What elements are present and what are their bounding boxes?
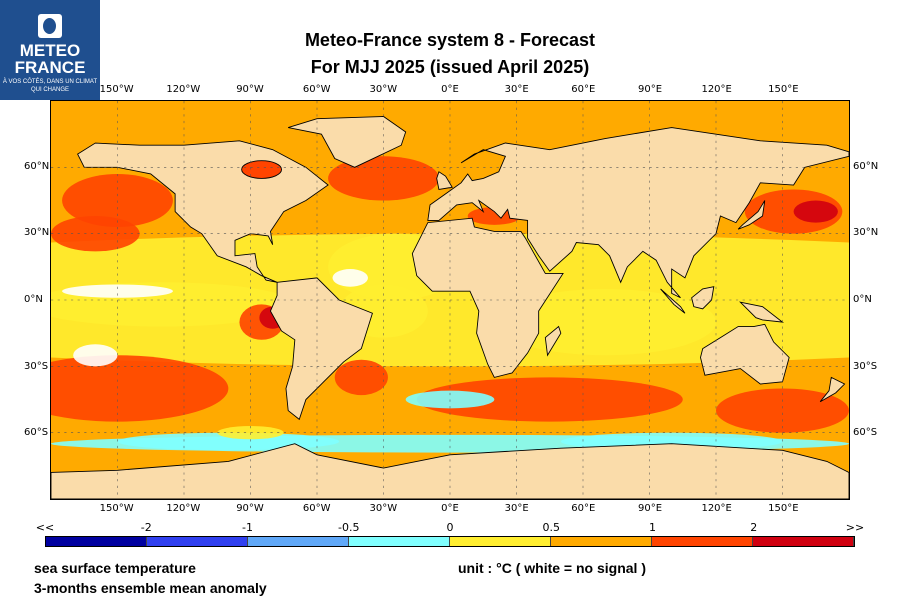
lon-label-top: 90°E (637, 84, 663, 95)
lat-label-left: 0°N (24, 294, 43, 305)
colorbar-segment (450, 537, 551, 546)
hudson-bay (241, 160, 282, 179)
lon-label-top: 30°W (369, 84, 398, 95)
colorbar-label: -1 (242, 521, 253, 534)
lon-label-top: 0°E (441, 84, 459, 95)
logo-icon (38, 14, 62, 38)
colorbar-label: 1 (649, 521, 656, 534)
land-eurasia (427, 127, 849, 299)
anomaly-patch (467, 207, 521, 225)
anomaly-patch (416, 377, 683, 422)
land-sumatra (660, 288, 686, 314)
lon-label-bottom: 150°E (768, 503, 799, 514)
lon-label-bottom: 60°W (302, 503, 331, 514)
lon-label-bottom: 0°E (441, 503, 459, 514)
lat-label-left: 30°N (24, 227, 50, 239)
land-new-zealand (819, 376, 846, 403)
land-australia (700, 323, 790, 385)
lat-label-left: 60°N (24, 160, 50, 172)
colorbar-label: -0.5 (338, 521, 360, 534)
lat-label-right: 60°N (853, 160, 879, 172)
colorbar-segment (349, 537, 450, 546)
lon-label-bottom: 30°W (369, 503, 398, 514)
anomaly-patch (117, 432, 340, 451)
lon-label-bottom: 150°W (99, 503, 134, 514)
title-line1: Meteo-France system 8 - Forecast (304, 30, 596, 50)
lon-label-top: 90°W (236, 84, 264, 95)
land-antarctica (51, 443, 849, 499)
description-label: 3-months ensemble mean anomaly (34, 580, 267, 596)
anomaly-patch (51, 355, 229, 422)
lon-label-top: 60°W (302, 84, 331, 95)
colorbar-label: >> (845, 521, 865, 534)
unit-label: unit : °C ( white = no signal ) (458, 560, 646, 576)
colorbar-label: << (35, 521, 55, 534)
land-japan (737, 200, 766, 230)
lat-label-right: 60°S (853, 427, 878, 439)
anomaly-patch (51, 215, 140, 252)
variable-label: sea surface temperature (34, 560, 196, 576)
lon-label-bottom: 90°E (637, 503, 663, 514)
lon-label-bottom: 120°E (701, 503, 732, 514)
lat-label-left: 30°S (24, 360, 49, 372)
anomaly-patch (716, 388, 849, 433)
colorbar-label: 0.5 (542, 521, 561, 534)
anomaly-patch (334, 359, 388, 396)
land-greenland (288, 116, 407, 168)
lon-label-top: 60°E (571, 84, 596, 95)
graticule (51, 101, 849, 499)
land-masses (51, 116, 849, 499)
lon-label-top: 120°E (701, 84, 732, 95)
anomaly-patch (332, 269, 368, 287)
colorbar-label: 0 (446, 521, 454, 534)
anomaly-patch (73, 344, 118, 367)
lat-label-left: 60°S (24, 427, 49, 439)
anomaly-patch (744, 189, 843, 234)
colorbar (45, 536, 855, 547)
colorbar-label: -2 (140, 521, 152, 534)
lon-label-bottom: 30°E (504, 503, 529, 514)
meteo-france-logo: METEO FRANCE À VOS CÔTÉS, DANS UN CLIMAT … (0, 0, 100, 100)
anomaly-patch (793, 200, 838, 223)
colorbar-segment (551, 537, 652, 546)
colorbar-segment (652, 537, 753, 546)
lat-label-right: 30°S (853, 360, 878, 372)
lat-label-right: 30°N (853, 227, 879, 239)
lon-label-bottom: 90°W (236, 503, 264, 514)
land-africa (411, 217, 564, 378)
lon-label-bottom: 120°W (166, 503, 201, 514)
lon-label-bottom: 60°E (571, 503, 596, 514)
lon-label-top: 120°W (166, 84, 201, 95)
land-south-america (269, 277, 373, 421)
lon-label-top: 30°E (504, 84, 529, 95)
lat-label-right: 0°N (853, 294, 872, 305)
land-new-guinea (739, 301, 785, 323)
lon-label-top: 150°E (768, 84, 799, 95)
sst-anomaly-map (50, 100, 850, 500)
title-line2: For MJJ 2025 (issued April 2025) (310, 57, 590, 77)
anomaly-patch (62, 284, 173, 298)
lon-label-top: 150°W (99, 84, 134, 95)
colorbar-segment (248, 537, 349, 546)
land-madagascar (544, 325, 562, 357)
colorbar-segment (147, 537, 248, 546)
colorbar-label: 2 (750, 521, 758, 534)
colorbar-segment (753, 537, 854, 546)
colorbar-segment (46, 537, 147, 546)
